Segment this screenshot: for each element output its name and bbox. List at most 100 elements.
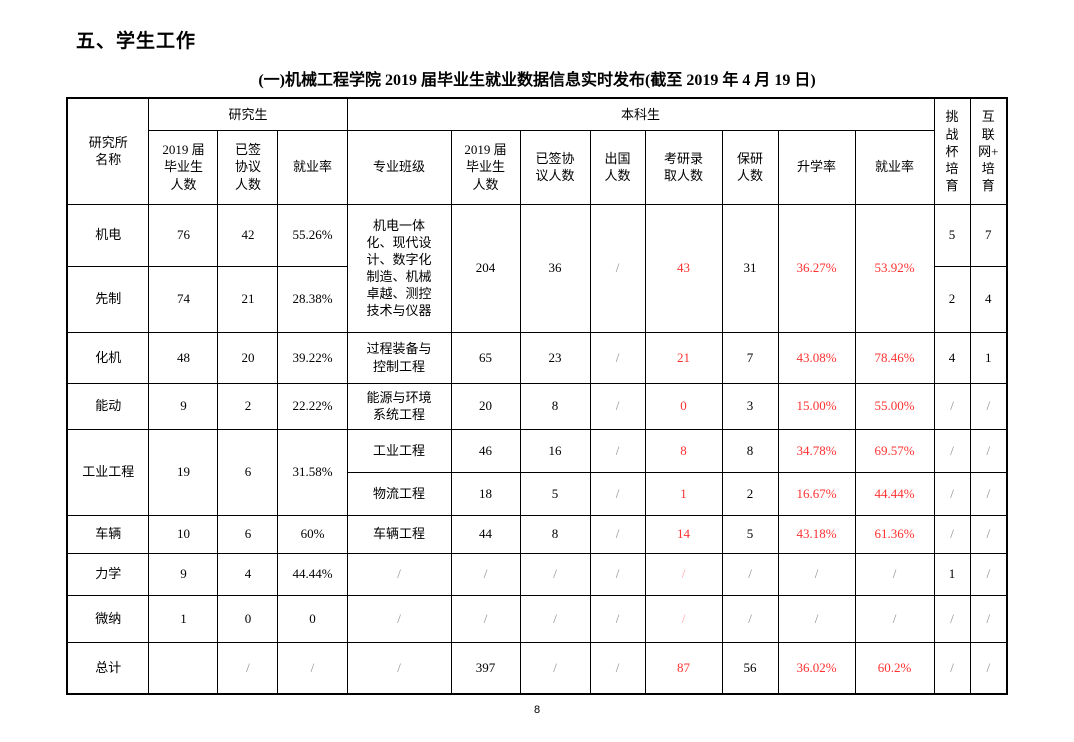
table-cell: 总计 — [66, 641, 150, 695]
table-cell: 9 — [148, 552, 219, 596]
table-cell: 28.38% — [277, 265, 348, 333]
table-cell: 化机 — [66, 331, 150, 384]
column-header: 保研 人数 — [721, 129, 779, 205]
table-cell: 车辆 — [66, 514, 150, 554]
table-cell: 204 — [450, 203, 521, 333]
table-cell: 60.2% — [854, 641, 935, 695]
table-cell: / — [721, 552, 779, 596]
table-cell: 20 — [217, 331, 279, 384]
table-cell: 力学 — [66, 552, 150, 596]
table-title: (一)机械工程学院 2019 届毕业生就业数据信息实时发布(截至 2019 年 … — [258, 72, 816, 89]
table-cell: / — [854, 552, 935, 596]
table-cell: 1 — [933, 552, 971, 596]
table-cell: / — [346, 552, 452, 596]
table-cell: / — [589, 471, 646, 516]
table-cell: / — [519, 552, 591, 596]
table-cell: / — [969, 641, 1008, 695]
table-cell: 39.22% — [277, 331, 348, 384]
column-group-undergraduate: 本科生 — [346, 97, 935, 131]
table-cell: 7 — [721, 331, 779, 384]
table-cell: 2 — [933, 265, 971, 333]
table-cell: / — [589, 641, 646, 695]
table-cell: 车辆工程 — [346, 514, 452, 554]
table-cell: / — [969, 552, 1008, 596]
table-cell: 8 — [519, 514, 591, 554]
table-cell: 16.67% — [777, 471, 856, 516]
table-cell: 78.46% — [854, 331, 935, 384]
column-header-challenge-cup: 挑 战 杯 培 育 — [933, 97, 971, 205]
table-cell: / — [589, 331, 646, 384]
table-cell: 65 — [450, 331, 521, 384]
table-cell: / — [969, 471, 1008, 516]
table-cell: 0 — [644, 382, 723, 430]
table-cell: / — [969, 428, 1008, 473]
table-cell: / — [933, 514, 971, 554]
table-row: 车辆 10 6 60% 车辆工程 44 8/14 5 43.18% 61.36% / / — [66, 514, 1008, 554]
table-cell: 21 — [217, 265, 279, 333]
column-header: 升学率 — [777, 129, 856, 205]
table-cell: 工业工程 — [66, 428, 150, 516]
table-cell — [148, 641, 219, 695]
table-cell: 4 — [217, 552, 279, 596]
table-cell: 工业工程 — [346, 428, 452, 473]
table-cell: 19 — [148, 428, 219, 516]
table-cell: 7 — [969, 203, 1008, 267]
table-cell: / — [277, 641, 348, 695]
table-row: 化机 48 20 39.22% 过程装备与 控制工程 65 23/21 7 43.08% 78.4… — [66, 331, 1008, 384]
table-cell: 55.00% — [854, 382, 935, 430]
table-cell: 87 — [644, 641, 723, 695]
table-cell: / — [589, 594, 646, 643]
table-cell: 1 — [969, 331, 1008, 384]
table-cell: / — [933, 594, 971, 643]
table-cell: 43 — [644, 203, 723, 333]
table-cell: / — [519, 594, 591, 643]
table-cell: 43.08% — [777, 331, 856, 384]
table-cell: 76 — [148, 203, 219, 267]
table-cell: 微纳 — [66, 594, 150, 643]
table-cell: / — [450, 552, 521, 596]
page-number: 8 — [533, 704, 541, 716]
table-cell: / — [644, 552, 723, 596]
table-cell: 55.26% — [277, 203, 348, 267]
table-cell: 1 — [644, 471, 723, 516]
table-cell: / — [644, 594, 723, 643]
header-sub-row: 2019 届 毕业生 人数 已签 协议 人数 就业率 专业班级 2019 届 毕业生 人… — [67, 129, 1007, 205]
table-cell: 8 — [519, 382, 591, 430]
table-cell: 23 — [519, 331, 591, 384]
table-cell: / — [346, 594, 452, 643]
header-group-row: 研究所 名称 研究生 本科生 挑 战 杯 培 育 互 联 网+ 培 育 — [66, 97, 1008, 205]
table-cell: 2 — [217, 382, 279, 430]
table-cell: / — [217, 641, 279, 695]
table-cell: 69.57% — [854, 428, 935, 473]
table-row: 微纳 1 0 0// / / / / / / / / — [66, 594, 1008, 643]
table-cell: 2 — [721, 471, 779, 516]
table-cell: / — [589, 203, 646, 333]
table-cell: 3 — [721, 382, 779, 430]
table-row: 能动 9 2 22.22% 能源与环境 系统工程 20 8/0 3 15.00% 55.00% / / — [66, 382, 1008, 430]
table-cell: 31.58% — [277, 428, 348, 516]
table-cell: / — [969, 382, 1008, 430]
table-cell: 46 — [450, 428, 521, 473]
table-cell: / — [589, 428, 646, 473]
table-cell: 61.36% — [854, 514, 935, 554]
table-cell: 9 — [148, 382, 219, 430]
table-cell: / — [933, 428, 971, 473]
table-cell: 过程装备与 控制工程 — [346, 331, 452, 384]
table-cell: 53.92% — [854, 203, 935, 333]
table-cell: 15.00% — [777, 382, 856, 430]
table-row: 力学 9 4 44.44% / / / / / / //1/ — [66, 552, 1008, 596]
column-header: 2019 届 毕业生 人数 — [148, 129, 219, 205]
table-cell: 10 — [148, 514, 219, 554]
table-cell: 36 — [519, 203, 591, 333]
table-cell: / — [450, 594, 521, 643]
table-row: 先制 74 21 28.38% 2 4 — [66, 265, 1008, 333]
column-group-graduate: 研究生 — [148, 97, 348, 131]
table-cell: 42 — [217, 203, 279, 267]
table-cell: 先制 — [66, 265, 150, 333]
table-cell: 18 — [450, 471, 521, 516]
table-cell: / — [933, 641, 971, 695]
table-cell: 5 — [933, 203, 971, 267]
column-header-institute: 研究所 名称 — [66, 97, 150, 205]
table-cell: 20 — [450, 382, 521, 430]
table-cell: 14 — [644, 514, 723, 554]
